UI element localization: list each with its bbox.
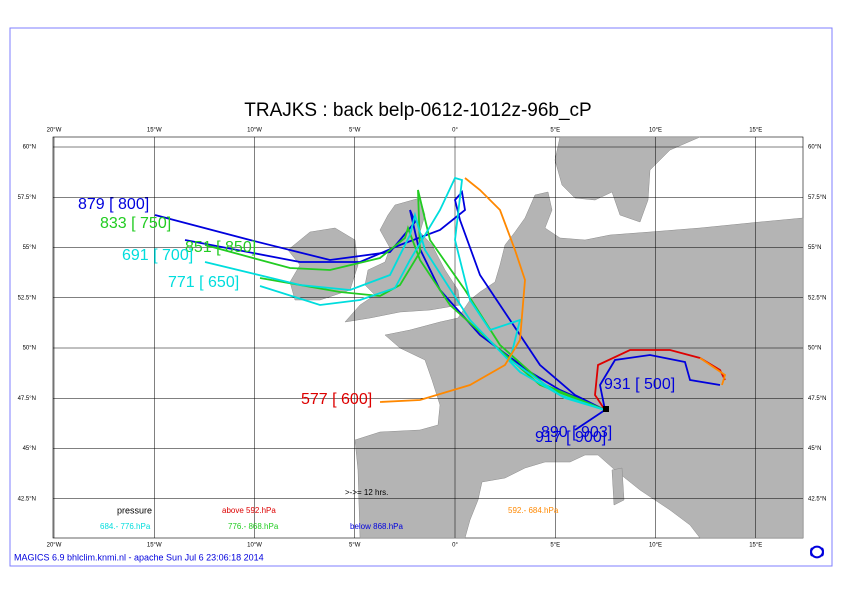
lon-tick-label: 15°W <box>147 128 162 134</box>
trajectory <box>699 357 727 386</box>
ireland <box>287 227 359 301</box>
trajectory-label: 890 [ 903] <box>541 424 612 441</box>
lon-tick-label: 15°E <box>749 128 762 134</box>
logo <box>810 545 824 559</box>
trajectory-label: 879 [ 800] <box>78 196 149 213</box>
lon-tick-label: 10°E <box>649 543 662 549</box>
legend-item: 776.- 868.hPa <box>228 522 279 531</box>
lat-tick-label: 45°N <box>808 446 821 452</box>
legend-heading: pressure <box>117 505 152 515</box>
corsica-sardinia <box>611 467 625 506</box>
lat-tick-label: 47.5°N <box>18 396 36 402</box>
lat-tick-label: 60°N <box>808 145 821 151</box>
lon-tick-label: 10°W <box>247 128 262 134</box>
trajectory <box>379 177 526 403</box>
legend-item: below 868.hPa <box>350 522 403 531</box>
trajectory-label: 917 [ 900] <box>535 429 606 446</box>
title: TRAJKS : back belp-0612-1012z-96b_cP <box>244 100 591 121</box>
lat-tick-label: 47.5°N <box>808 396 826 402</box>
lat-tick-label: 52.5°N <box>808 295 826 301</box>
lon-tick-label: 10°E <box>649 128 662 134</box>
origin-marker <box>603 406 609 412</box>
lat-tick-label: 42.5°N <box>18 496 36 502</box>
lon-tick-label: 15°E <box>749 543 762 549</box>
lat-tick-label: 55°N <box>23 245 36 251</box>
lon-tick-label: 20°W <box>47 543 62 549</box>
lon-tick-label: 0° <box>452 128 458 134</box>
lon-tick-label: 0° <box>452 543 458 549</box>
trajectory-label: 931 [ 500] <box>604 376 675 393</box>
lat-tick-label: 60°N <box>23 145 36 151</box>
trajectory-label: 833 [ 750] <box>100 215 171 232</box>
lon-tick-label: 15°W <box>147 543 162 549</box>
footer: MAGICS 6.9 bhlclim.knmi.nl - apache Sun … <box>14 552 264 562</box>
trajectory-label: 577 [ 600] <box>301 391 372 408</box>
lat-tick-label: 42.5°N <box>808 496 826 502</box>
lon-tick-label: 5°W <box>349 543 361 549</box>
trajectory-label: 771 [ 650] <box>168 274 239 291</box>
scandinavia <box>554 136 701 223</box>
trajectory-label: 691 [ 700] <box>122 247 193 264</box>
lat-tick-label: 50°N <box>808 346 821 352</box>
lat-tick-label: 55°N <box>808 245 821 251</box>
trajectory <box>184 189 606 411</box>
trajectory <box>594 349 726 411</box>
lon-tick-label: 20°W <box>47 128 62 134</box>
lon-tick-label: 10°W <box>247 543 262 549</box>
legend-item: above 592.hPa <box>222 506 276 515</box>
lat-tick-label: 52.5°N <box>18 295 36 301</box>
trajectory <box>204 211 606 411</box>
lon-tick-label: 5°W <box>349 128 361 134</box>
trajectory <box>259 176 606 411</box>
legend-note: >->= 12 hrs. <box>345 488 388 497</box>
legend-item: 684.- 776.hPa <box>100 522 151 531</box>
trajectory <box>259 189 606 411</box>
lat-tick-label: 50°N <box>23 346 36 352</box>
frame <box>9 27 833 567</box>
lat-tick-label: 57.5°N <box>808 195 826 201</box>
lon-tick-label: 5°E <box>550 128 560 134</box>
trajectories <box>154 176 727 431</box>
trajectory <box>574 409 606 431</box>
land <box>287 136 804 539</box>
lat-tick-label: 45°N <box>23 446 36 452</box>
lon-tick-label: 5°E <box>550 543 560 549</box>
trajectory <box>599 354 721 411</box>
legend-item: 592.- 684.hPa <box>508 506 559 515</box>
trajectory-label: 851 [ 850] <box>185 239 256 256</box>
lat-tick-label: 57.5°N <box>18 195 36 201</box>
map: 20°W 20°W 15°W 15°W 10°W 10°W 5°W 5°W 0° 0° 5°E 5°E… <box>18 128 827 549</box>
